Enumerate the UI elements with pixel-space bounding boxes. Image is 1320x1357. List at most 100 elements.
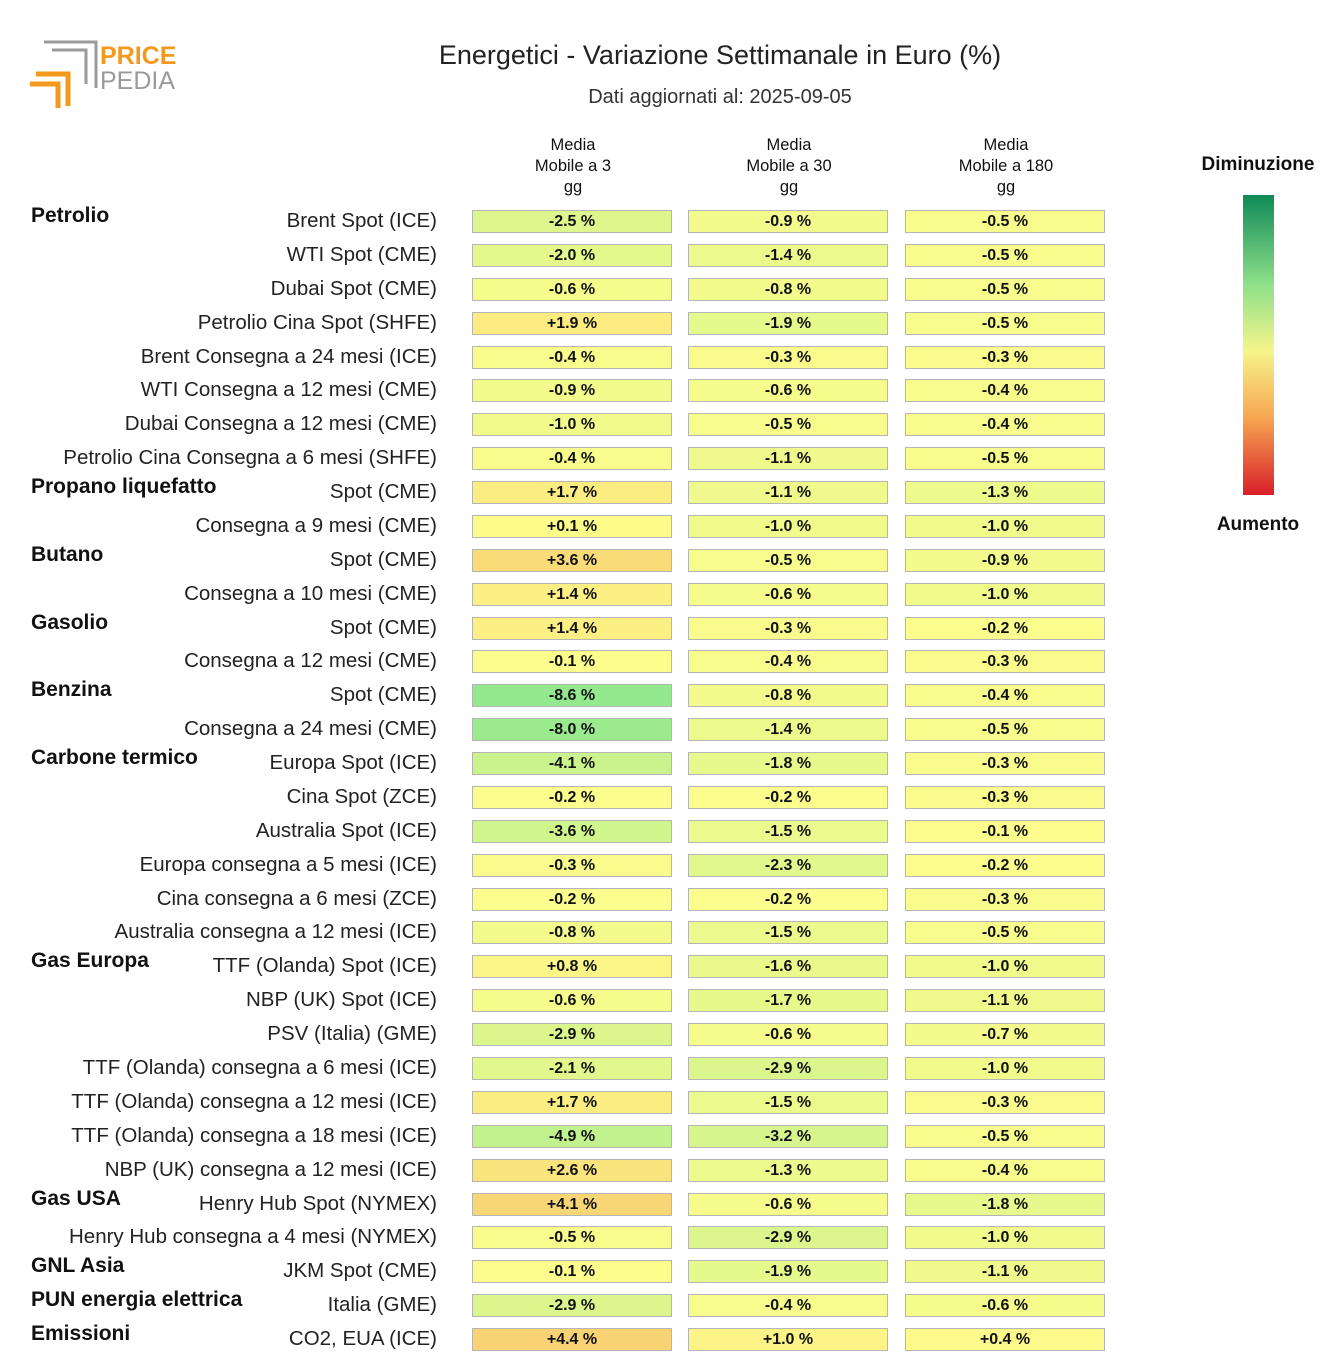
group-label: Emissioni	[31, 1322, 131, 1346]
heatmap-cell: -0.3 %	[905, 650, 1105, 674]
row-label: WTI Spot (CME)	[286, 242, 437, 266]
heatmap-cell: -0.1 %	[472, 1260, 672, 1284]
heatmap-cell: -0.5 %	[905, 311, 1105, 335]
heatmap-cell: +1.7 %	[472, 481, 672, 505]
heatmap-cell: -1.8 %	[688, 752, 888, 776]
heatmap-cell: -0.3 %	[688, 616, 888, 640]
group-label: Benzina	[31, 678, 112, 702]
row-label: Henry Hub consegna a 4 mesi (NYMEX)	[68, 1225, 437, 1249]
heatmap-cell: +1.7 %	[472, 1090, 672, 1114]
row-label: TTF (Olanda) consegna a 6 mesi (ICE)	[82, 1056, 437, 1079]
heatmap-cell: -0.5 %	[905, 210, 1105, 233]
heatmap-cell: -3.2 %	[688, 1124, 888, 1148]
heatmap-cell: -0.3 %	[905, 752, 1105, 776]
svg-text:PRICE: PRICE	[100, 42, 176, 70]
heatmap-cell: -8.0 %	[472, 718, 672, 742]
heatmap-cell: -0.2 %	[472, 887, 672, 911]
heatmap-cell: -1.0 %	[905, 1057, 1105, 1080]
heatmap-cell: +1.4 %	[472, 582, 672, 606]
heatmap-cell: -1.0 %	[905, 582, 1105, 606]
row-label: PSV (Italia) (GME)	[267, 1022, 437, 1046]
group-label: Propano liquefatto	[31, 475, 217, 499]
row-label: TTF (Olanda) consegna a 18 mesi (ICE)	[71, 1123, 437, 1147]
heatmap-cell: +0.1 %	[472, 514, 672, 538]
heatmap-cell: -0.5 %	[905, 1124, 1105, 1148]
heatmap-cell: -1.6 %	[688, 955, 888, 979]
heatmap-cell: +1.4 %	[472, 616, 672, 640]
legend-color-scale	[1243, 195, 1274, 495]
row-label: Dubai Spot (CME)	[270, 276, 437, 300]
column-header-30gg: Media Mobile a 30 gg	[746, 136, 832, 196]
heatmap-cell: -1.0 %	[905, 514, 1105, 538]
row-label: NBP (UK) Spot (ICE)	[246, 988, 437, 1012]
heatmap-cell: -1.5 %	[688, 1090, 888, 1114]
row-label: Dubai Consegna a 12 mesi (CME)	[124, 412, 437, 436]
heatmap-cell: -2.5 %	[472, 210, 672, 233]
heatmap-cell: -1.5 %	[688, 819, 888, 843]
legend-bottom-label: Aumento	[1216, 514, 1300, 535]
group-label: Gasolio	[31, 610, 109, 634]
chart-subtitle: Dati aggiornati al: 2025-09-05	[588, 86, 852, 108]
row-label: TTF (Olanda) Spot (ICE)	[212, 954, 437, 978]
heatmap-cell: -0.4 %	[905, 684, 1105, 708]
heatmap-cell: -0.2 %	[472, 785, 672, 809]
row-label: Spot (CME)	[329, 547, 437, 571]
row-label: Cina Spot (ZCE)	[286, 784, 437, 808]
heatmap-cell: -0.2 %	[905, 853, 1105, 877]
heatmap-cell: -0.2 %	[905, 616, 1105, 640]
heatmap-cell: -1.1 %	[905, 989, 1105, 1013]
heatmap-cell: -0.2 %	[688, 785, 888, 809]
heatmap-cell: -0.9 %	[472, 379, 672, 403]
row-label: Cina consegna a 6 mesi (ZCE)	[156, 886, 437, 910]
heatmap-cell: -0.5 %	[472, 1226, 672, 1250]
row-label: Italia (GME)	[327, 1293, 437, 1317]
row-label: NBP (UK) consegna a 12 mesi (ICE)	[104, 1157, 437, 1181]
row-label: Petrolio Cina Spot (SHFE)	[197, 310, 437, 334]
heatmap-cell: -0.6 %	[472, 277, 672, 301]
heatmap-cell: -4.1 %	[472, 752, 672, 776]
row-label: Henry Hub Spot (NYMEX)	[198, 1191, 437, 1215]
heatmap-cell: -1.1 %	[905, 1260, 1105, 1284]
group-label: Carbone termico	[31, 746, 198, 770]
heatmap-cell: -2.9 %	[472, 1023, 672, 1047]
heatmap-cell: -1.4 %	[688, 718, 888, 742]
heatmap-cell: -0.5 %	[905, 718, 1105, 742]
group-label: GNL Asia	[31, 1254, 125, 1278]
row-label: Spot (CME)	[329, 480, 437, 504]
heatmap-cell: -1.3 %	[688, 1158, 888, 1182]
row-label: Europa consegna a 5 mesi (ICE)	[139, 852, 437, 876]
heatmap-cell: -0.4 %	[905, 1158, 1105, 1182]
heatmap-cell: -1.1 %	[688, 481, 888, 505]
pricepedia-logo: PRICE PEDIA	[28, 36, 188, 111]
row-label: Consegna a 24 mesi (CME)	[184, 717, 437, 741]
heatmap-cell: +4.1 %	[472, 1192, 672, 1216]
heatmap-cell: +1.0 %	[688, 1328, 888, 1352]
heatmap-cell: -0.3 %	[905, 1090, 1105, 1114]
heatmap-cell: -1.1 %	[688, 447, 888, 471]
heatmap-cell: -2.9 %	[688, 1226, 888, 1250]
heatmap-cell: -0.5 %	[905, 243, 1105, 267]
heatmap-cell: -0.1 %	[472, 650, 672, 674]
heatmap-cell: -8.6 %	[472, 684, 672, 708]
heatmap-cell: -0.3 %	[688, 345, 888, 369]
heatmap-cell: +2.6 %	[472, 1158, 672, 1182]
heatmap-cell: -3.6 %	[472, 819, 672, 843]
chart-title: Energetici - Variazione Settimanale in E…	[438, 40, 1002, 70]
heatmap-cell: -0.3 %	[905, 345, 1105, 369]
heatmap-cell: -0.8 %	[688, 277, 888, 301]
column-header-3gg: Media Mobile a 3 gg	[534, 136, 612, 196]
row-label: Consegna a 12 mesi (CME)	[184, 649, 437, 673]
heatmap-cell: -0.4 %	[472, 447, 672, 471]
heatmap-cell: -1.5 %	[688, 921, 888, 945]
heatmap-cell: -1.0 %	[905, 1226, 1105, 1250]
row-label: Australia Spot (ICE)	[255, 818, 437, 842]
heatmap-cell: -1.8 %	[905, 1192, 1105, 1216]
row-label: Brent Consegna a 24 mesi (ICE)	[140, 344, 437, 368]
row-label: JKM Spot (CME)	[283, 1259, 437, 1283]
row-label: Petrolio Cina Consegna a 6 mesi (SHFE)	[63, 446, 437, 470]
heatmap-cell: -0.6 %	[905, 1294, 1105, 1318]
heatmap-cell: -0.5 %	[688, 413, 888, 437]
column-header-180gg: Media Mobile a 180 gg	[958, 136, 1054, 196]
row-label: Australia consegna a 12 mesi (ICE)	[114, 920, 437, 944]
group-label: PUN energia elettrica	[31, 1288, 243, 1312]
